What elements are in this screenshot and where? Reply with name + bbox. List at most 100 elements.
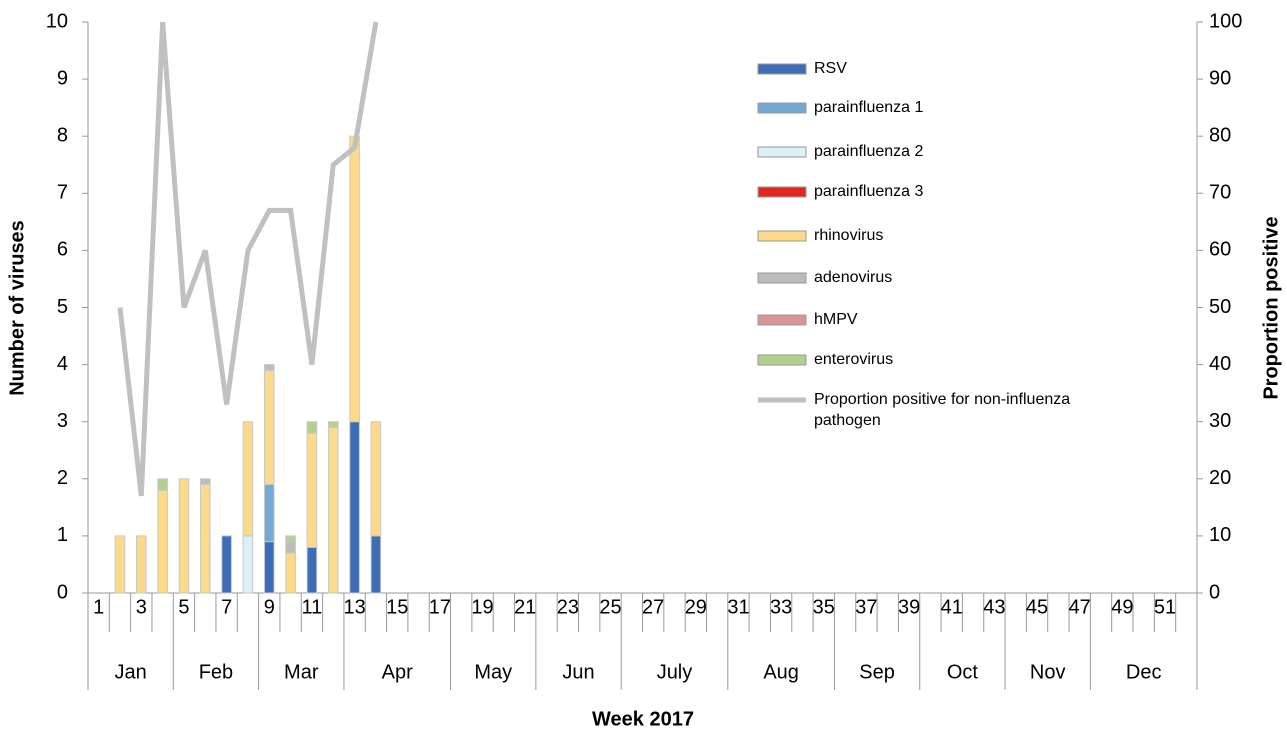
x-tick-label: 43: [983, 596, 1005, 618]
x-tick-label: 17: [429, 596, 451, 618]
x-tick-label: 41: [941, 596, 963, 618]
legend-text: enterovirus: [814, 351, 893, 368]
y-tick-label: 8: [57, 124, 68, 146]
x-tick-label: 37: [855, 596, 877, 618]
y2-tick-label: 70: [1209, 182, 1231, 204]
x-group-label: May: [474, 661, 512, 683]
bar-segment: [114, 535, 126, 594]
x-tick-label: 47: [1069, 596, 1091, 618]
bar-segment: [221, 535, 232, 594]
bar-segment: [306, 421, 318, 434]
legend-entry: Proportion positive for non-influenza pa…: [814, 391, 1071, 429]
y-tick-label: 3: [57, 410, 68, 432]
y2-tick-label: 30: [1209, 410, 1231, 432]
x-tick-label: 1: [93, 596, 104, 618]
bar-segment: [263, 369, 275, 486]
bar-segment: [306, 546, 318, 594]
legend-swatch: [757, 146, 807, 158]
y-tick-label: 6: [57, 239, 68, 261]
bar-segment: [157, 478, 168, 491]
x-tick-label: 25: [599, 596, 621, 618]
y-tick-label: 9: [57, 67, 68, 89]
legend-swatch: [757, 63, 807, 75]
bar-segment: [199, 484, 211, 594]
legend-text: Proportion positive for non-influenza pa…: [814, 391, 1071, 429]
x-tick-label: 27: [642, 596, 664, 618]
x-axis-title: Week 2017: [592, 708, 694, 730]
bar-segment: [263, 484, 275, 543]
y2-tick-label: 10: [1209, 524, 1231, 546]
x-tick-label: 23: [557, 596, 579, 618]
legend-text: parainfluenza 2: [814, 143, 924, 160]
x-tick-label: 3: [136, 596, 147, 618]
legend-swatch: [757, 186, 807, 198]
x-tick-label: 45: [1026, 596, 1048, 618]
x-tick-label: 7: [221, 596, 232, 618]
y-tick-label: 1: [57, 524, 68, 546]
y2-tick-label: 0: [1209, 581, 1220, 603]
x-group-label: Jun: [562, 661, 594, 683]
bar-segment: [263, 541, 275, 594]
y2-tick-label: 90: [1209, 67, 1231, 89]
legend-swatch: [757, 272, 807, 284]
x-tick-label: 51: [1154, 596, 1176, 618]
y2-tick-label: 20: [1209, 467, 1231, 489]
x-tick-label: 15: [386, 596, 408, 618]
bar-segment: [285, 541, 296, 554]
y2-tick-label: 80: [1209, 124, 1231, 146]
bar-segment: [327, 421, 339, 428]
x-tick-label: 13: [343, 596, 365, 618]
bar-segment: [285, 535, 296, 543]
x-group-label: Apr: [382, 661, 413, 683]
y-tick-label: 7: [57, 182, 68, 204]
legend-text: RSV: [814, 60, 847, 77]
y2-axis-title: Proportion positive: [1260, 216, 1282, 399]
y-tick-label: 2: [57, 467, 68, 489]
y2-tick-label: 50: [1209, 296, 1231, 318]
x-group-label: Sep: [859, 661, 895, 683]
bar-segment: [370, 421, 382, 537]
y-axis-title: Number of viruses: [6, 220, 28, 396]
x-tick-label: 29: [685, 596, 707, 618]
y-tick-label: 4: [57, 353, 68, 375]
legend-swatch: [757, 314, 807, 326]
x-tick-label: 11: [302, 596, 323, 618]
line: [117, 21, 379, 497]
legend-text: adenovirus: [814, 269, 892, 286]
x-tick-label: 49: [1111, 596, 1133, 618]
legend-text: hMPV: [814, 311, 858, 328]
bar-segment: [263, 364, 275, 371]
legend-text: parainfluenza 3: [814, 183, 924, 200]
x-group-label: Jan: [115, 661, 147, 683]
bar-segment: [136, 535, 147, 594]
x-tick-label: 39: [898, 596, 920, 618]
legend-swatch: [757, 354, 807, 366]
legend-swatch: [757, 230, 807, 242]
y-tick-label: 0: [57, 581, 68, 603]
x-group-label: Feb: [199, 661, 233, 683]
y-tick-label: 10: [46, 10, 68, 32]
x-tick-label: 21: [514, 596, 536, 618]
bar-segment: [370, 535, 382, 594]
x-tick-label: 5: [178, 596, 189, 618]
bar-segment: [285, 552, 296, 594]
x-group-label: Mar: [284, 661, 319, 683]
x-group-label: Oct: [947, 661, 979, 683]
y2-tick-label: 100: [1209, 10, 1242, 32]
bar-segment: [157, 489, 168, 594]
x-group-label: Aug: [763, 661, 799, 683]
x-tick-label: 33: [770, 596, 792, 618]
bar-segment: [178, 478, 190, 594]
x-group-label: Dec: [1126, 661, 1162, 683]
x-tick-label: 19: [471, 596, 493, 618]
x-group-label: Nov: [1030, 661, 1066, 683]
legend-swatch: [757, 102, 807, 114]
x-group-label: July: [657, 661, 693, 683]
y-tick-label: 5: [57, 296, 68, 318]
y2-tick-label: 60: [1209, 239, 1231, 261]
legend-text: parainfluenza 1: [814, 99, 924, 116]
bar-segment: [199, 478, 211, 486]
bar-segment: [349, 421, 360, 594]
